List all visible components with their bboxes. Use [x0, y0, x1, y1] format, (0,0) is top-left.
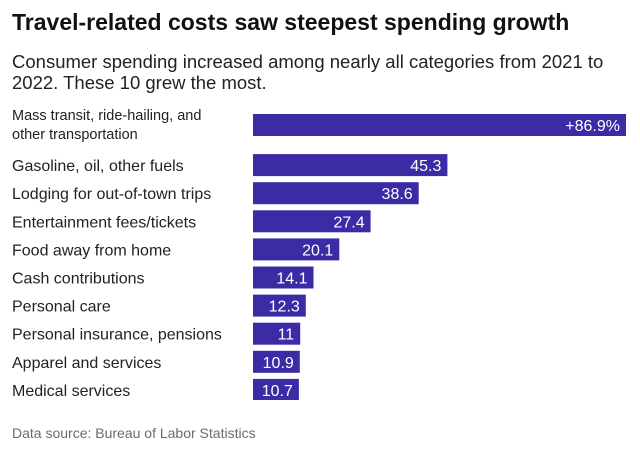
bar: [253, 210, 371, 233]
data-label: 11: [278, 327, 295, 344]
category-label: Medical services: [12, 383, 130, 400]
bar: [253, 294, 306, 317]
bar: [253, 378, 299, 400]
category-label: Gasoline, oil, other fuels: [12, 158, 184, 175]
bar: [253, 322, 301, 345]
bar: [253, 266, 314, 289]
category-label: Personal care: [12, 299, 111, 316]
data-label: 14.1: [276, 271, 307, 288]
category-label-line: other transportation: [12, 127, 138, 143]
category-label: Food away from home: [12, 242, 171, 259]
data-label: 10.7: [262, 383, 293, 400]
bar: [253, 182, 419, 205]
data-label: +86.9%: [565, 118, 620, 135]
data-label: 10.9: [263, 355, 294, 372]
category-label: Cash contributions: [12, 271, 145, 288]
bar: [253, 154, 448, 177]
category-label: Apparel and services: [12, 355, 161, 372]
data-label: 20.1: [302, 242, 333, 259]
category-label: Lodging for out-of-town trips: [12, 186, 211, 203]
data-source-note: Data source: Bureau of Labor Statistics: [12, 425, 256, 441]
bar: [253, 238, 340, 261]
data-label: 45.3: [410, 158, 441, 175]
category-label: Entertainment fees/tickets: [12, 214, 196, 231]
category-label: Personal insurance, pensions: [12, 327, 222, 344]
chart-title: Travel-related costs saw steepest spendi…: [12, 9, 570, 35]
bar-chart: Mass transit, ride-hailing, and other tra…: [12, 108, 626, 400]
data-label: 27.4: [333, 214, 364, 231]
category-label: Mass transit, ride-hailing, and other tra…: [12, 108, 201, 143]
data-label: 38.6: [382, 186, 413, 203]
chart-subtitle: Consumer spending increased among nearly…: [12, 51, 604, 93]
category-label-line: Mass transit, ride-hailing, and: [12, 108, 201, 124]
data-label: 12.3: [269, 299, 300, 316]
bar: [253, 114, 626, 136]
bar: [253, 350, 300, 373]
